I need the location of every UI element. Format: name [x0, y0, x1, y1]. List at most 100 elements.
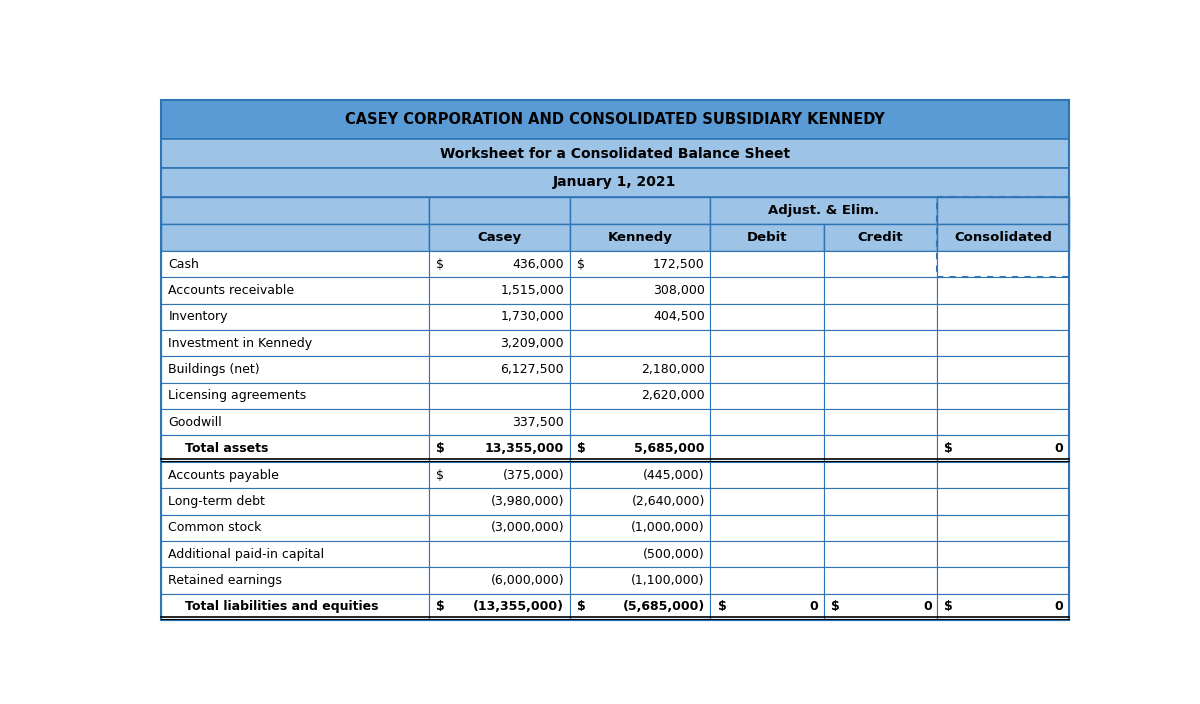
- Bar: [570, 409, 710, 436]
- Bar: [570, 196, 710, 224]
- Bar: [710, 409, 823, 436]
- Bar: [428, 251, 570, 277]
- Bar: [823, 436, 937, 462]
- Text: $: $: [577, 258, 584, 270]
- Bar: [823, 303, 937, 330]
- Bar: [570, 462, 710, 488]
- Text: Investment in Kennedy: Investment in Kennedy: [168, 337, 312, 350]
- Bar: [937, 541, 1069, 567]
- Bar: [570, 593, 710, 620]
- Bar: [161, 567, 428, 593]
- Bar: [570, 436, 710, 462]
- Bar: [823, 409, 937, 436]
- Bar: [570, 330, 710, 356]
- Bar: [710, 356, 823, 383]
- Bar: [823, 277, 937, 303]
- Text: Common stock: Common stock: [168, 521, 262, 534]
- Bar: [937, 436, 1069, 462]
- Bar: [710, 330, 823, 356]
- Bar: [710, 383, 823, 409]
- Bar: [937, 593, 1069, 620]
- Bar: [428, 567, 570, 593]
- Bar: [937, 251, 1069, 277]
- Bar: [937, 196, 1069, 277]
- Bar: [823, 515, 937, 541]
- Text: Cash: Cash: [168, 258, 199, 270]
- Bar: [161, 303, 428, 330]
- Bar: [570, 488, 710, 515]
- Bar: [570, 567, 710, 593]
- Bar: [161, 277, 428, 303]
- Text: 0: 0: [1055, 601, 1063, 613]
- Text: $: $: [832, 601, 840, 613]
- Bar: [428, 515, 570, 541]
- Text: Inventory: Inventory: [168, 310, 228, 323]
- Bar: [710, 277, 823, 303]
- Bar: [161, 488, 428, 515]
- Text: Kennedy: Kennedy: [607, 231, 672, 244]
- Bar: [570, 224, 710, 251]
- Text: $: $: [577, 442, 586, 455]
- Text: (3,000,000): (3,000,000): [491, 521, 564, 534]
- Bar: [823, 251, 937, 277]
- Text: (500,000): (500,000): [643, 548, 704, 560]
- Text: (13,355,000): (13,355,000): [473, 601, 564, 613]
- Text: Additional paid-in capital: Additional paid-in capital: [168, 548, 324, 560]
- Text: 0: 0: [810, 601, 818, 613]
- Text: (3,980,000): (3,980,000): [491, 495, 564, 508]
- Bar: [428, 541, 570, 567]
- Bar: [161, 139, 1069, 168]
- Text: 436,000: 436,000: [512, 258, 564, 270]
- Bar: [710, 541, 823, 567]
- Text: 5,685,000: 5,685,000: [635, 442, 704, 455]
- Bar: [823, 567, 937, 593]
- Bar: [428, 462, 570, 488]
- Text: 13,355,000: 13,355,000: [485, 442, 564, 455]
- Text: Total assets: Total assets: [185, 442, 268, 455]
- Text: Goodwill: Goodwill: [168, 416, 222, 429]
- Bar: [161, 436, 428, 462]
- Bar: [428, 303, 570, 330]
- Bar: [428, 593, 570, 620]
- Text: (1,100,000): (1,100,000): [631, 574, 704, 587]
- Bar: [428, 224, 570, 251]
- Text: $: $: [436, 442, 445, 455]
- Bar: [937, 515, 1069, 541]
- Text: 1,730,000: 1,730,000: [500, 310, 564, 323]
- Text: (2,640,000): (2,640,000): [631, 495, 704, 508]
- Bar: [428, 409, 570, 436]
- Bar: [823, 593, 937, 620]
- Text: 172,500: 172,500: [653, 258, 704, 270]
- Bar: [823, 541, 937, 567]
- Bar: [161, 409, 428, 436]
- Bar: [570, 251, 710, 277]
- Bar: [428, 277, 570, 303]
- Bar: [823, 462, 937, 488]
- Text: (1,000,000): (1,000,000): [631, 521, 704, 534]
- Bar: [428, 436, 570, 462]
- Text: Buildings (net): Buildings (net): [168, 363, 260, 376]
- Text: (445,000): (445,000): [643, 469, 704, 482]
- Bar: [570, 541, 710, 567]
- Text: Credit: Credit: [858, 231, 904, 244]
- Text: (375,000): (375,000): [503, 469, 564, 482]
- Text: 308,000: 308,000: [653, 284, 704, 297]
- Bar: [161, 541, 428, 567]
- Text: $: $: [436, 601, 445, 613]
- Bar: [937, 567, 1069, 593]
- Text: CASEY CORPORATION AND CONSOLIDATED SUBSIDIARY KENNEDY: CASEY CORPORATION AND CONSOLIDATED SUBSI…: [346, 112, 884, 127]
- Text: $: $: [718, 601, 726, 613]
- Bar: [823, 224, 937, 251]
- Bar: [937, 488, 1069, 515]
- Bar: [570, 383, 710, 409]
- Bar: [710, 515, 823, 541]
- Bar: [428, 196, 570, 224]
- Bar: [161, 356, 428, 383]
- Bar: [710, 303, 823, 330]
- Bar: [428, 356, 570, 383]
- Text: Adjust. & Elim.: Adjust. & Elim.: [768, 203, 880, 217]
- Text: 2,180,000: 2,180,000: [641, 363, 704, 376]
- Bar: [161, 330, 428, 356]
- Bar: [570, 356, 710, 383]
- Text: Debit: Debit: [746, 231, 787, 244]
